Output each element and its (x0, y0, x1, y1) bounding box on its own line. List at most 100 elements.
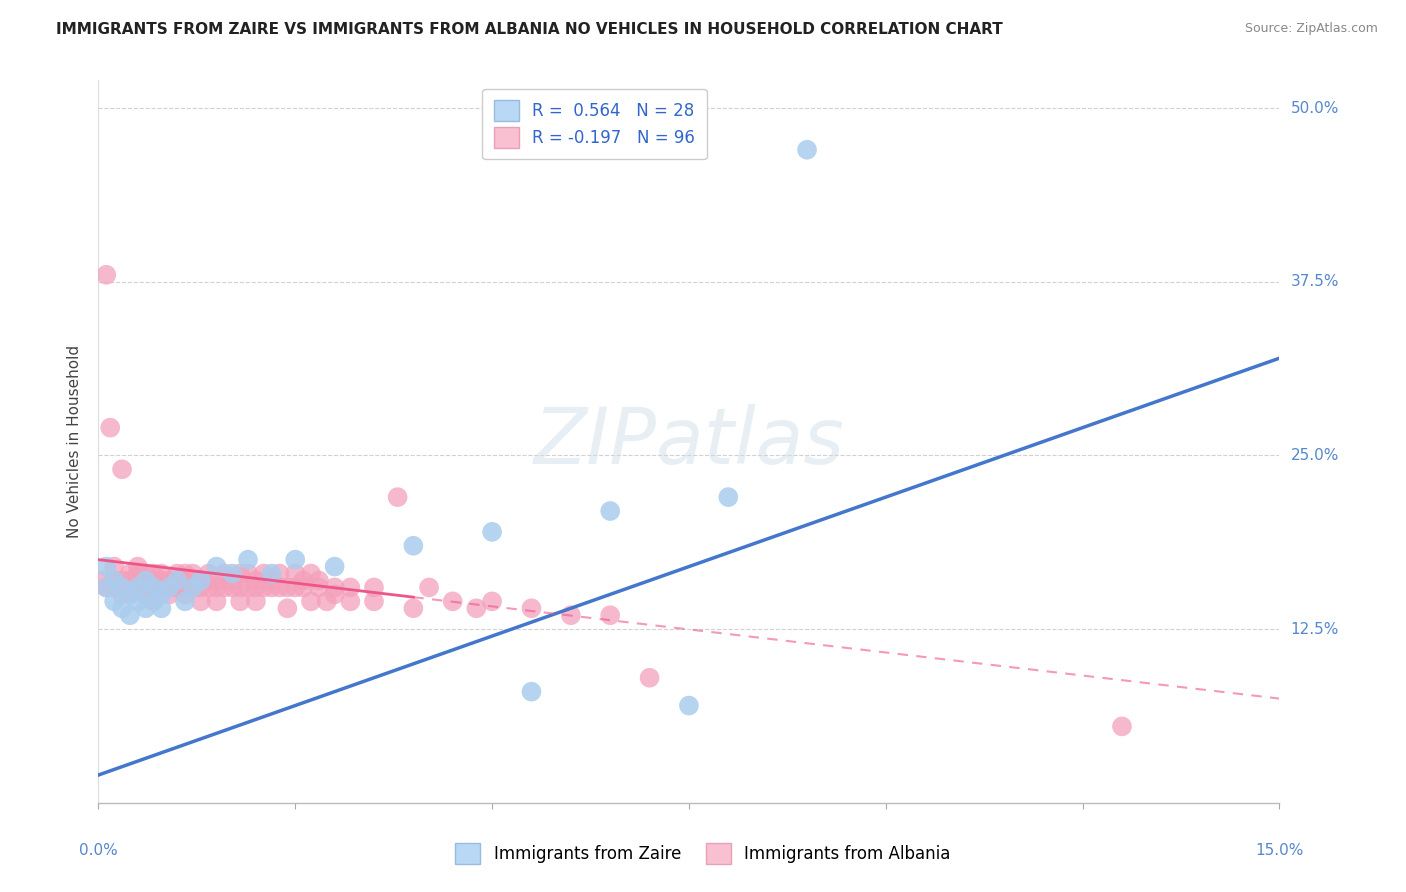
Point (229, 566, 252, 581)
Point (339, 581, 361, 595)
Point (599, 608, 621, 623)
Point (363, 594, 385, 608)
Text: 0.0%: 0.0% (79, 843, 118, 857)
Point (166, 566, 188, 581)
Point (96, 268, 118, 282)
Point (796, 143, 818, 157)
Point (103, 581, 125, 595)
Point (103, 594, 125, 608)
Point (98, 420, 121, 434)
Point (205, 559, 228, 574)
Point (118, 574, 141, 588)
Point (142, 581, 165, 595)
Point (91, 574, 114, 588)
Point (197, 581, 219, 595)
Point (103, 574, 125, 588)
Point (205, 594, 228, 608)
Point (150, 587, 173, 601)
Point (127, 581, 149, 595)
Text: Source: ZipAtlas.com: Source: ZipAtlas.com (1244, 22, 1378, 36)
Point (323, 559, 346, 574)
Point (229, 581, 252, 595)
Text: 12.5%: 12.5% (1291, 622, 1339, 637)
Point (190, 581, 212, 595)
Point (135, 574, 157, 588)
Legend: Immigrants from Zaire, Immigrants from Albania: Immigrants from Zaire, Immigrants from A… (449, 837, 957, 871)
Point (174, 581, 197, 595)
Point (118, 587, 141, 601)
Text: ZIPatlas: ZIPatlas (533, 403, 845, 480)
Point (205, 574, 228, 588)
Point (221, 566, 243, 581)
Point (221, 581, 243, 595)
Point (308, 581, 330, 595)
Point (118, 581, 141, 595)
Point (260, 574, 283, 588)
Point (142, 594, 165, 608)
Point (127, 559, 149, 574)
Point (181, 566, 204, 581)
Point (260, 581, 283, 595)
Point (221, 574, 243, 588)
Point (236, 566, 259, 581)
Point (441, 594, 464, 608)
Point (245, 574, 267, 588)
Point (402, 539, 425, 553)
Point (150, 581, 173, 595)
Point (315, 594, 337, 608)
Point (260, 566, 283, 581)
Point (245, 594, 267, 608)
Point (142, 566, 165, 581)
Point (229, 594, 252, 608)
Point (127, 566, 149, 581)
Point (96, 581, 118, 595)
Point (150, 601, 173, 615)
Point (292, 574, 315, 588)
Point (481, 594, 503, 608)
Text: 50.0%: 50.0% (1291, 101, 1339, 116)
Point (190, 574, 212, 588)
Point (118, 566, 141, 581)
Point (118, 608, 141, 623)
Point (276, 601, 298, 615)
Point (118, 587, 141, 601)
Point (166, 581, 188, 595)
Point (323, 587, 346, 601)
Point (717, 490, 740, 504)
Y-axis label: No Vehicles in Household: No Vehicles in Household (67, 345, 83, 538)
Point (142, 581, 165, 595)
Text: 37.5%: 37.5% (1291, 274, 1339, 289)
Point (276, 581, 298, 595)
Point (190, 574, 212, 588)
Point (363, 581, 385, 595)
Point (111, 581, 134, 595)
Point (135, 566, 157, 581)
Point (103, 574, 125, 588)
Point (142, 574, 165, 588)
Point (284, 566, 307, 581)
Point (269, 581, 291, 595)
Point (157, 581, 180, 595)
Text: 15.0%: 15.0% (1256, 843, 1303, 857)
Point (1111, 719, 1133, 733)
Point (299, 566, 322, 581)
Point (418, 581, 440, 595)
Point (111, 601, 134, 615)
Point (181, 581, 204, 595)
Point (678, 698, 700, 713)
Point (197, 566, 219, 581)
Point (190, 594, 212, 608)
Point (96, 581, 118, 595)
Point (150, 566, 173, 581)
Point (245, 581, 267, 595)
Point (103, 559, 125, 574)
Legend: R =  0.564   N = 28, R = -0.197   N = 96: R = 0.564 N = 28, R = -0.197 N = 96 (482, 88, 707, 160)
Point (150, 574, 173, 588)
Point (135, 601, 157, 615)
Point (135, 581, 157, 595)
Point (269, 566, 291, 581)
Point (127, 594, 149, 608)
Point (111, 462, 134, 476)
Point (599, 504, 621, 518)
Point (323, 581, 346, 595)
